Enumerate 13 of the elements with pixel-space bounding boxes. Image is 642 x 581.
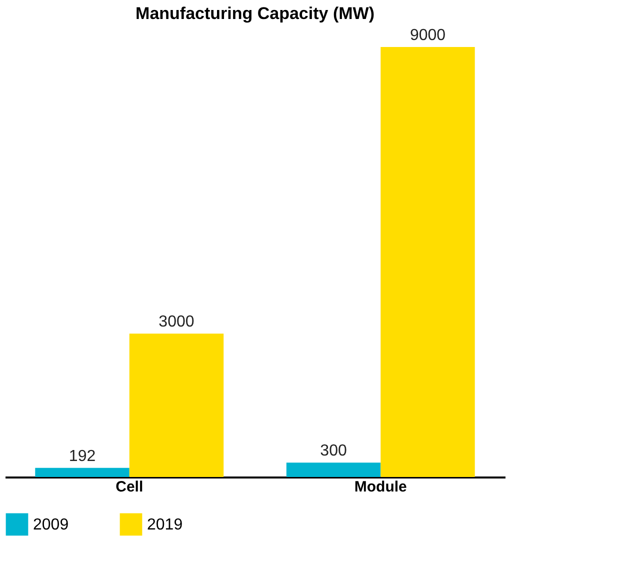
x-tick-label: Cell xyxy=(116,478,144,496)
data-label: 9000 xyxy=(410,27,446,44)
legend-label: 2009 xyxy=(33,516,69,534)
x-tick-label: Module xyxy=(354,478,407,496)
bar xyxy=(286,462,381,477)
bar xyxy=(35,468,130,477)
bar xyxy=(129,334,224,477)
data-label: 3000 xyxy=(158,314,194,331)
legend-label: 2019 xyxy=(147,516,183,534)
data-label: 192 xyxy=(68,448,96,465)
chart-title: Manufacturing Capacity (MW) xyxy=(136,4,374,23)
data-label: 300 xyxy=(320,442,347,460)
bar xyxy=(380,47,475,477)
